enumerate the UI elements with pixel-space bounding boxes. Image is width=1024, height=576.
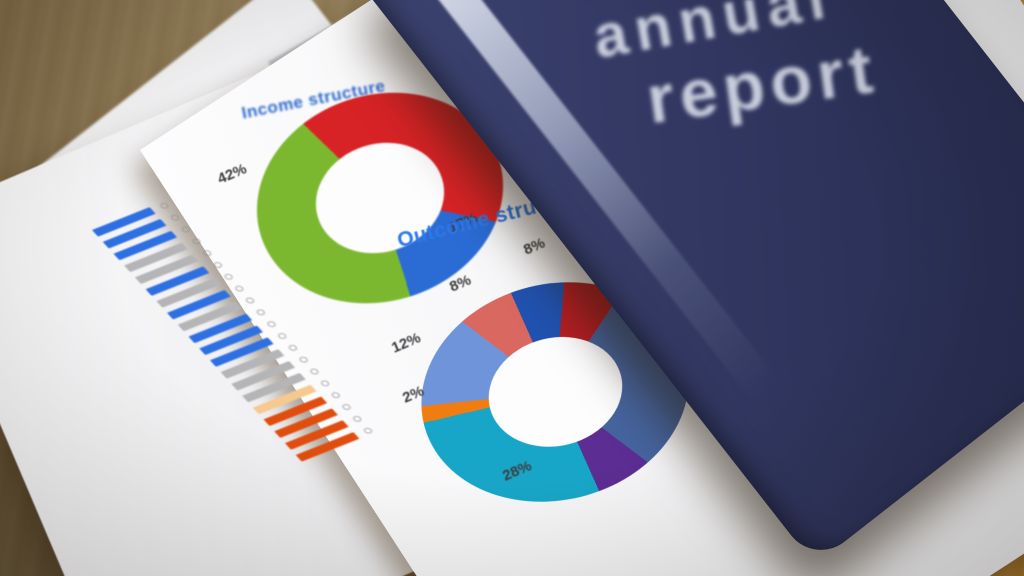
bar-tick-glyph	[201, 249, 213, 258]
bar-tick-glyph	[169, 213, 181, 222]
bar-tick-glyph	[308, 367, 320, 376]
bar-tick-glyph	[223, 272, 235, 281]
bar-tick-glyph	[351, 415, 363, 423]
bar-tick-glyph	[244, 296, 256, 305]
bar-tick-glyph	[212, 261, 224, 269]
bar-tick-glyph	[330, 391, 342, 400]
bar-tick-glyph	[362, 426, 374, 435]
bar-tick-glyph	[190, 237, 203, 246]
bar-tick-glyph	[265, 320, 278, 329]
bar-tick-glyph	[276, 332, 288, 340]
bar-tick-glyph	[287, 343, 299, 352]
bar-tick-glyph	[158, 201, 170, 210]
bar-tick-glyph	[340, 403, 353, 411]
bar-tick-glyph	[233, 284, 245, 293]
bar-tick-glyph	[298, 355, 310, 364]
bar-tick-glyph	[180, 225, 192, 234]
bar-tick-glyph	[319, 379, 331, 388]
bar-tick-glyph	[255, 308, 267, 317]
